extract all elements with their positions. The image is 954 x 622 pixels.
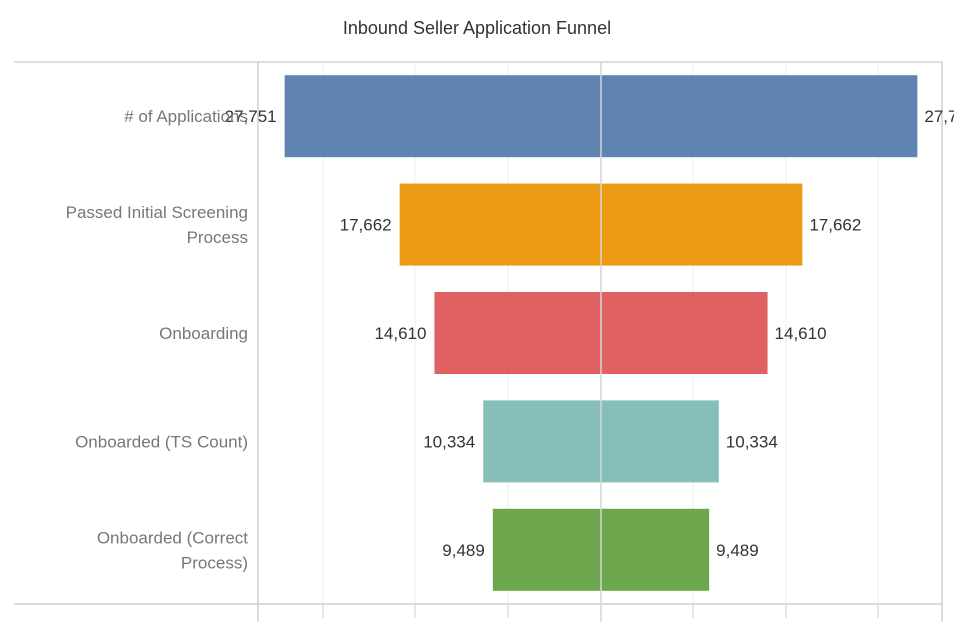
value-label-left-2: 14,610	[374, 324, 426, 343]
value-label-right-2: 14,610	[775, 324, 827, 343]
bar-right-3	[601, 400, 719, 483]
category-label-0: # of Applications	[124, 107, 248, 126]
value-label-left-4: 9,489	[442, 541, 485, 560]
bar-right-2	[601, 292, 768, 374]
category-label-4: Onboarded (Correct Process)	[97, 528, 248, 572]
bar-right-4	[601, 508, 710, 591]
bar-left-4	[492, 508, 601, 591]
chart-title: Inbound Seller Application Funnel	[342, 18, 612, 38]
category-label-2: Onboarding	[159, 324, 248, 343]
category-label-3: Onboarded (TS Count)	[75, 432, 248, 451]
bar-left-2	[434, 292, 601, 374]
value-label-right-3: 10,334	[726, 432, 778, 451]
value-label-right-0: 27,751	[924, 107, 954, 126]
value-label-right-4: 9,489	[716, 541, 759, 560]
category-label-1: Passed Initial Screening Process	[66, 203, 248, 247]
value-label-left-3: 10,334	[423, 432, 475, 451]
bar-left-0	[284, 75, 601, 158]
value-label-right-1: 17,662	[809, 216, 861, 235]
bar-left-3	[483, 400, 601, 483]
value-label-left-1: 17,662	[340, 216, 392, 235]
bar-left-1	[399, 183, 601, 266]
bar-right-0	[601, 75, 918, 158]
bars-layer	[284, 75, 918, 591]
bar-right-1	[601, 183, 803, 266]
axis-layer	[14, 61, 943, 622]
value-label-left-0: 27,751	[225, 107, 277, 126]
